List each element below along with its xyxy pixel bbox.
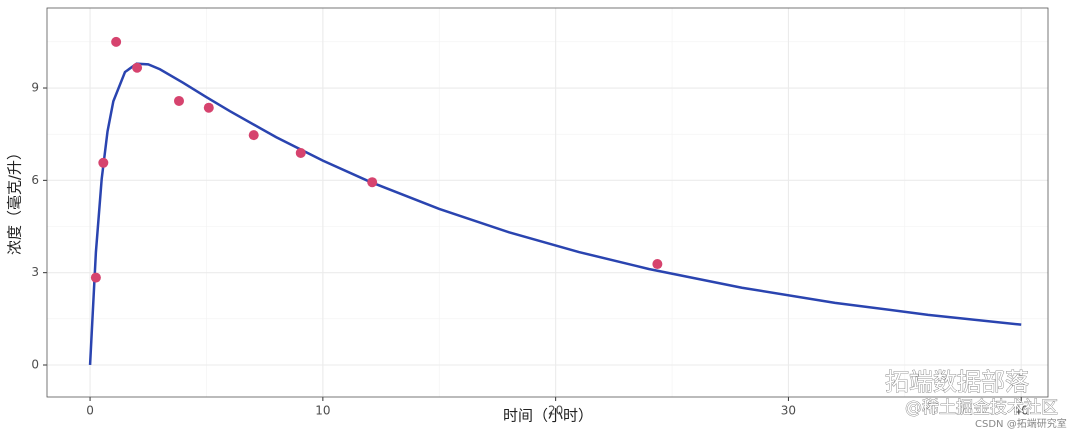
data-point xyxy=(248,130,259,141)
y-axis-title: 浓度（毫克/升） xyxy=(6,145,24,255)
x-tick-label: 0 xyxy=(86,404,94,418)
data-point xyxy=(111,36,122,47)
data-point xyxy=(295,147,306,158)
y-tick-label: 6 xyxy=(31,173,39,187)
plot-border xyxy=(46,7,1049,398)
x-tick-label: 40 xyxy=(1014,404,1029,418)
y-tick-label: 0 xyxy=(31,357,39,371)
y-tick-label: 9 xyxy=(31,81,39,95)
fitted-curve xyxy=(88,62,1022,366)
data-point xyxy=(98,157,109,168)
data-point xyxy=(367,177,378,188)
data-point xyxy=(173,95,184,106)
data-point xyxy=(132,62,143,73)
data-point xyxy=(652,259,663,270)
data-point xyxy=(90,272,101,283)
x-tick-label: 10 xyxy=(315,404,330,418)
watermark: 拓端数据部落 xyxy=(885,368,1029,396)
x-tick-label: 20 xyxy=(548,404,563,418)
x-tick-label: 30 xyxy=(781,404,796,418)
watermark: @稀土掘金技术社区 xyxy=(905,398,1058,418)
data-point xyxy=(203,102,214,113)
y-tick-label: 3 xyxy=(31,265,39,279)
x-axis-title: 时间（小时） xyxy=(503,407,593,425)
watermark: CSDN @拓端研究室 xyxy=(975,417,1067,430)
